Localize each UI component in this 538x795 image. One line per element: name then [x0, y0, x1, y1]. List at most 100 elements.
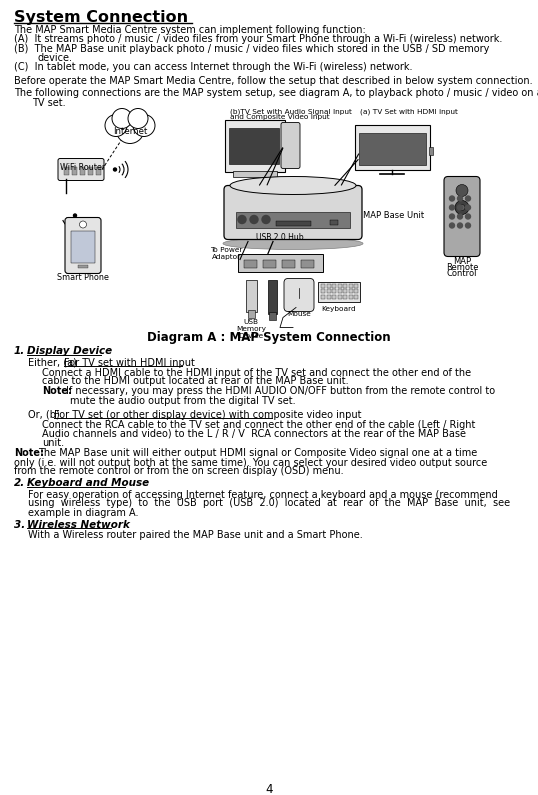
Bar	[78, 265, 88, 267]
Text: For TV set (or other display device) with composite video input: For TV set (or other display device) wit…	[54, 409, 362, 420]
Text: TV set.: TV set.	[32, 98, 66, 107]
Bar	[349, 289, 352, 293]
Bar	[229, 127, 279, 164]
Bar	[330, 219, 338, 224]
Circle shape	[80, 221, 87, 228]
Text: (b)TV Set with Audio Signal Input: (b)TV Set with Audio Signal Input	[230, 108, 352, 115]
Text: device.: device.	[38, 53, 73, 63]
Circle shape	[465, 196, 471, 201]
Text: To Power: To Power	[210, 247, 242, 254]
FancyBboxPatch shape	[281, 122, 300, 169]
Text: Audio channels and video) to the L / R / V  RCA connectors at the rear of the MA: Audio channels and video) to the L / R /…	[42, 429, 466, 439]
Text: (B)  The MAP Base unit playback photo / music / video files which stored in the : (B) The MAP Base unit playback photo / m…	[14, 44, 490, 54]
Bar	[332, 284, 336, 288]
FancyBboxPatch shape	[65, 218, 101, 273]
Text: Mouse: Mouse	[287, 312, 311, 317]
Bar	[332, 294, 336, 298]
Circle shape	[112, 108, 132, 129]
Bar	[327, 289, 330, 293]
Circle shape	[457, 196, 463, 201]
Bar	[355, 125, 430, 169]
Text: mute the audio output from the digital TV set.: mute the audio output from the digital T…	[70, 395, 295, 405]
Circle shape	[457, 214, 463, 219]
Bar	[268, 280, 277, 313]
Bar	[236, 211, 350, 227]
Text: Note:: Note:	[14, 448, 44, 459]
FancyBboxPatch shape	[58, 158, 104, 180]
Circle shape	[465, 223, 471, 228]
Bar	[321, 294, 325, 298]
Bar	[354, 294, 358, 298]
Circle shape	[105, 114, 127, 137]
Text: (C)  In tablet mode, you can access Internet through the Wi-Fi (wireless) networ: (C) In tablet mode, you can access Inter…	[14, 63, 413, 72]
Bar	[71, 231, 95, 262]
Circle shape	[250, 215, 258, 223]
Circle shape	[450, 223, 455, 228]
Bar	[429, 146, 433, 154]
Text: (a) TV Set with HDMI input: (a) TV Set with HDMI input	[360, 108, 458, 115]
Circle shape	[457, 205, 463, 210]
Bar	[332, 289, 336, 293]
Circle shape	[459, 204, 465, 211]
Bar	[64, 166, 69, 174]
Text: Keyboard: Keyboard	[322, 305, 356, 312]
Text: USB 2.0 Hub: USB 2.0 Hub	[256, 234, 304, 242]
FancyBboxPatch shape	[284, 278, 314, 312]
Circle shape	[465, 214, 471, 219]
Text: 2.: 2.	[14, 479, 25, 488]
Text: using  wireless  type)  to  the  USB  port  (USB  2.0)  located  at  rear  of  t: using wireless type) to the USB port (US…	[28, 498, 510, 509]
Bar	[337, 284, 342, 288]
Text: USB
Memory
Device: USB Memory Device	[236, 320, 266, 339]
Text: unit.: unit.	[42, 437, 64, 448]
Bar	[244, 259, 257, 267]
Text: Before operate the MAP Smart Media Centre, follow the setup that described in be: Before operate the MAP Smart Media Centr…	[14, 76, 533, 86]
Text: For TV set with HDMI input: For TV set with HDMI input	[64, 358, 195, 367]
Text: Connect the RCA cable to the TV set and connect the other end of the cable (Left: Connect the RCA cable to the TV set and …	[42, 420, 476, 429]
Bar	[276, 220, 311, 226]
Circle shape	[114, 168, 117, 171]
Bar	[327, 284, 330, 288]
Text: example in diagram A.: example in diagram A.	[28, 507, 138, 518]
Text: For easy operation of accessing Internet feature, connect a keyboard and a mouse: For easy operation of accessing Internet…	[28, 490, 498, 499]
Bar	[88, 166, 93, 174]
Bar	[343, 294, 347, 298]
Text: The MAP Smart Media Centre system can implement following function:: The MAP Smart Media Centre system can im…	[14, 25, 366, 35]
Circle shape	[456, 184, 468, 196]
FancyBboxPatch shape	[224, 185, 362, 239]
Text: Adaptor: Adaptor	[211, 254, 240, 259]
Bar	[301, 259, 314, 267]
Text: Wireless Network: Wireless Network	[27, 519, 130, 529]
Bar	[318, 281, 360, 301]
Text: cable to the HDMI output located at rear of the MAP Base unit.: cable to the HDMI output located at rear…	[42, 377, 349, 386]
Circle shape	[133, 114, 155, 137]
Text: Or, (b): Or, (b)	[28, 409, 63, 420]
Circle shape	[465, 205, 471, 210]
Circle shape	[262, 215, 270, 223]
Bar	[263, 259, 276, 267]
Text: The MAP Base unit will either output HDMI signal or Composite Video signal one a: The MAP Base unit will either output HDM…	[38, 448, 477, 459]
FancyBboxPatch shape	[444, 176, 480, 257]
Bar	[233, 170, 277, 176]
Bar	[359, 133, 426, 165]
FancyBboxPatch shape	[225, 119, 285, 172]
Text: Internet: Internet	[113, 126, 147, 135]
Text: The following connections are the MAP system setup, see diagram A, to playback p: The following connections are the MAP sy…	[14, 88, 538, 99]
Text: Diagram A : MAP System Connection: Diagram A : MAP System Connection	[147, 332, 391, 344]
Bar	[343, 289, 347, 293]
Circle shape	[455, 200, 469, 215]
Bar	[248, 309, 255, 317]
Text: and Composite Video Input: and Composite Video Input	[230, 114, 330, 121]
Bar	[327, 294, 330, 298]
Bar	[354, 289, 358, 293]
Text: System Connection: System Connection	[14, 10, 188, 25]
Text: Smart Phone: Smart Phone	[57, 273, 109, 282]
Text: Connect a HDMI cable to the HDMI input of the TV set and connect the other end o: Connect a HDMI cable to the HDMI input o…	[42, 367, 471, 378]
Bar	[337, 294, 342, 298]
Circle shape	[450, 214, 455, 219]
Circle shape	[116, 115, 144, 144]
Bar	[321, 284, 325, 288]
Text: Display Device: Display Device	[27, 347, 112, 356]
Bar	[349, 284, 352, 288]
Bar	[246, 280, 257, 312]
Circle shape	[238, 215, 246, 223]
